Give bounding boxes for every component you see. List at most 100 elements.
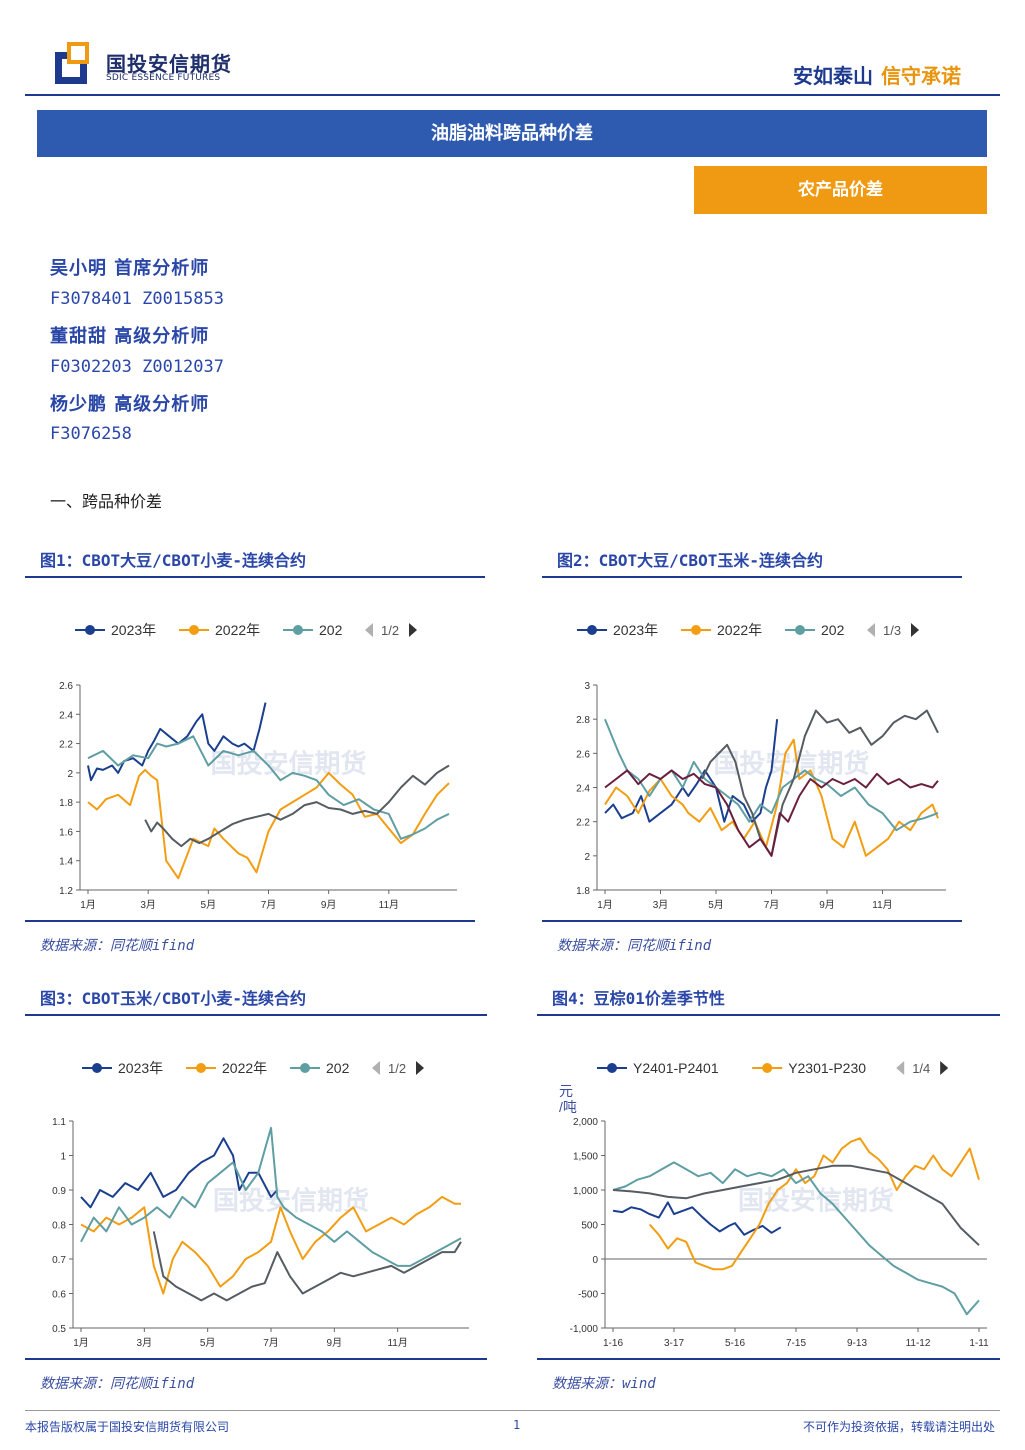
y-tick-label: 2: [584, 852, 590, 863]
legend-label[interactable]: 202: [326, 1060, 350, 1076]
x-tick-label: 7月: [263, 1337, 279, 1349]
legend-prev-icon[interactable]: [372, 1061, 380, 1075]
y-tick-label: 0.9: [52, 1186, 66, 1197]
x-tick-label: 11月: [872, 899, 892, 911]
legend-page-indicator: 1/2: [381, 623, 399, 638]
legend-next-icon[interactable]: [416, 1061, 424, 1075]
figure-2-source: 数据来源：同花顺ifind: [557, 938, 712, 954]
legend-label[interactable]: 202: [319, 622, 343, 638]
legend-next-icon[interactable]: [409, 623, 417, 637]
chart-4-svg: 国投安信期货 Y2401-P2401 Y2301-P230 1/4 元/吨 -1,000 -…: [559, 1060, 989, 1349]
analyst-2-name: 董甜甜 高级分析师: [50, 326, 210, 347]
y-tick-label: 2: [67, 769, 73, 780]
series-line-3: [87, 735, 450, 840]
legend-swatch-dot: [300, 1063, 310, 1073]
x-tick-label: 3月: [137, 1337, 153, 1349]
series-line-1: [612, 1201, 782, 1236]
series-line-2: [604, 738, 939, 857]
logo-text: 国投安信期货: [106, 52, 232, 76]
analyst-2-id: F0302203 Z0012037: [50, 357, 224, 377]
y-axis-unit: /吨: [559, 1099, 577, 1115]
x-tick-label: 3-17: [664, 1338, 684, 1349]
analyst-3-id: F3076258: [50, 424, 132, 444]
legend-label[interactable]: 2023年: [613, 622, 658, 638]
figure-2-title: 图2：CBOT大豆/CBOT玉米-连续合约: [542, 548, 962, 578]
logo-mark: [55, 42, 89, 84]
y-tick-label: 3: [584, 681, 590, 692]
legend-next-icon[interactable]: [940, 1061, 949, 1075]
x-tick-label: 5月: [708, 899, 724, 911]
x-tick-label: 1月: [80, 899, 96, 911]
y-tick-label: -500: [578, 1290, 598, 1301]
x-tick-label: 3月: [140, 899, 156, 911]
legend-prev-icon[interactable]: [867, 623, 875, 637]
legend-swatch-dot: [196, 1063, 206, 1073]
figure-3-source: 数据来源：同花顺ifind: [40, 1376, 195, 1392]
footer-divider: [25, 1410, 1000, 1411]
legend-label[interactable]: 2022年: [717, 622, 762, 638]
y-tick-label: 2.6: [59, 681, 73, 692]
x-tick-label: 3月: [653, 899, 669, 911]
legend-prev-icon[interactable]: [365, 623, 373, 637]
legend-swatch-dot: [189, 625, 199, 635]
series-line-4: [152, 1231, 462, 1302]
series-line-1: [87, 702, 267, 782]
legend-label[interactable]: 2023年: [118, 1060, 163, 1076]
footer-disclaimer: 不可作为投资依据，转载请注明出处: [802, 1420, 995, 1434]
category-badge: 农产品价差: [694, 166, 987, 214]
x-tick-label: 9月: [819, 899, 835, 911]
legend-swatch-dot: [795, 625, 805, 635]
legend-page-indicator: 1/2: [388, 1061, 406, 1076]
y-tick-label: 1.6: [59, 827, 73, 838]
y-tick-label: 1,000: [573, 1186, 598, 1197]
legend-prev-icon[interactable]: [896, 1061, 905, 1075]
figure-1-chart: 国投安信期货 2023年 2022年 202 1/2 1.2 1.4 1.6 1.8 2 2.2 2.…: [25, 600, 475, 922]
y-tick-label: 2.6: [576, 749, 590, 760]
x-tick-label: 11月: [379, 899, 399, 911]
figure-1-source: 数据来源：同花顺ifind: [40, 938, 195, 954]
figure-2-chart: 国投安信期货 2023年 2022年 202 1/3 1.8 2 2.2 2.4 2.6 2.8 3 1…: [542, 600, 962, 922]
legend-page-indicator: 1/4: [912, 1061, 930, 1076]
analyst-1-id: F3078401 Z0015853: [50, 289, 224, 309]
y-tick-label: 0.8: [52, 1221, 66, 1232]
legend-label[interactable]: 202: [821, 622, 845, 638]
page-number: 1: [513, 1418, 521, 1432]
x-tick-label: 9月: [321, 899, 337, 911]
y-tick-label: 1.2: [59, 886, 73, 897]
section-heading: 一、跨品种价差: [50, 492, 163, 511]
chart-3-svg: 国投安信期货 2023年 2022年 202 1/2 0.5 0.6 0.7 0.8 0.9 1 1.…: [52, 1060, 469, 1349]
legend-label[interactable]: Y2401-P2401: [633, 1060, 719, 1076]
legend-label[interactable]: 2023年: [111, 622, 156, 638]
x-tick-label: 1月: [597, 899, 613, 911]
y-tick-label: 2.4: [59, 710, 73, 721]
series-line-3: [80, 1126, 462, 1267]
y-tick-label: 2,000: [573, 1117, 598, 1128]
y-tick-label: 0.6: [52, 1290, 66, 1301]
x-tick-label: 1-16: [603, 1338, 623, 1349]
watermark-text: 国投安信期货: [210, 749, 366, 779]
y-tick-label: 1.8: [59, 798, 73, 809]
x-tick-label: 9月: [327, 1337, 343, 1349]
legend-swatch-dot: [587, 625, 597, 635]
y-tick-label: 2.4: [576, 784, 590, 795]
y-tick-label: 2.2: [59, 740, 73, 751]
y-tick-label: 1: [60, 1152, 66, 1163]
y-tick-label: 0.5: [52, 1324, 66, 1335]
legend-label[interactable]: 2022年: [215, 622, 260, 638]
x-tick-label: 5-16: [725, 1338, 745, 1349]
x-tick-label: 5月: [201, 899, 217, 911]
x-tick-label: 5月: [200, 1337, 216, 1349]
slogan: 安如泰山 信守承诺: [793, 60, 961, 89]
series-line-4: [612, 1164, 980, 1246]
legend-label[interactable]: Y2301-P230: [788, 1060, 866, 1076]
watermark-text: 国投安信期货: [738, 1186, 894, 1216]
series-line-2: [648, 1137, 980, 1271]
legend-label[interactable]: 2022年: [222, 1060, 267, 1076]
figure-3-title: 图3：CBOT玉米/CBOT小麦-连续合约: [25, 986, 487, 1016]
figure-4-title: 图4：豆棕01价差季节性: [537, 986, 1000, 1016]
legend-swatch-dot: [92, 1063, 102, 1073]
logo-subtext: SDIC ESSENCE FUTURES: [106, 73, 221, 83]
watermark-text: 国投安信期货: [713, 749, 869, 779]
legend-next-icon[interactable]: [911, 623, 919, 637]
y-tick-label: 1.8: [576, 886, 590, 897]
